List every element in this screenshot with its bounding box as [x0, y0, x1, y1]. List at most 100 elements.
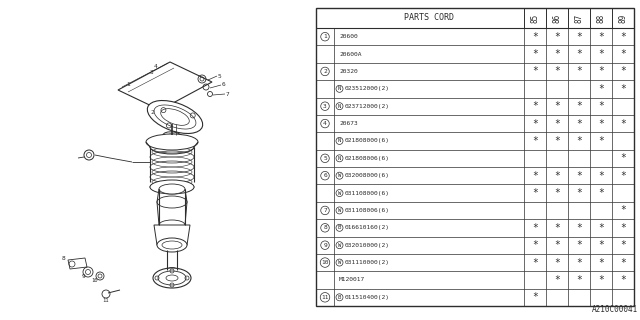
Ellipse shape — [158, 271, 186, 285]
Text: 9: 9 — [323, 243, 327, 248]
Text: B: B — [338, 225, 341, 230]
Text: B: B — [338, 295, 341, 300]
Ellipse shape — [157, 238, 187, 252]
Text: *: * — [532, 188, 538, 198]
Text: W: W — [338, 243, 341, 248]
Text: *: * — [554, 101, 560, 111]
Text: *: * — [598, 240, 604, 250]
Polygon shape — [154, 225, 190, 245]
Text: 4: 4 — [323, 121, 327, 126]
Text: 021808006(6): 021808006(6) — [345, 156, 390, 161]
Text: 7: 7 — [226, 92, 230, 97]
Text: *: * — [532, 119, 538, 129]
Text: N: N — [338, 156, 341, 161]
Text: *: * — [532, 171, 538, 181]
Text: 1: 1 — [323, 34, 327, 39]
Text: *: * — [576, 240, 582, 250]
Text: 6: 6 — [323, 173, 327, 178]
Text: 11: 11 — [103, 299, 109, 303]
Text: *: * — [620, 67, 626, 76]
Text: 8: 8 — [323, 225, 327, 230]
Bar — [316, 8, 634, 306]
Text: 20320: 20320 — [339, 69, 358, 74]
Text: *: * — [554, 119, 560, 129]
Text: *: * — [598, 84, 604, 94]
Ellipse shape — [157, 196, 187, 208]
Text: *: * — [598, 223, 604, 233]
Text: *: * — [598, 188, 604, 198]
Text: *: * — [598, 49, 604, 59]
Text: 4: 4 — [154, 63, 158, 68]
Text: *: * — [554, 240, 560, 250]
Text: *: * — [554, 136, 560, 146]
Text: 10: 10 — [92, 278, 99, 284]
Text: 011510400(2): 011510400(2) — [345, 295, 390, 300]
Text: *: * — [532, 223, 538, 233]
Text: *: * — [620, 32, 626, 42]
Text: 023712000(2): 023712000(2) — [345, 104, 390, 109]
Text: *: * — [620, 171, 626, 181]
Text: *: * — [532, 67, 538, 76]
Polygon shape — [68, 258, 87, 269]
Text: *: * — [620, 49, 626, 59]
Text: *: * — [576, 223, 582, 233]
Text: *: * — [598, 32, 604, 42]
Text: *: * — [576, 171, 582, 181]
Text: 021808000(6): 021808000(6) — [345, 139, 390, 143]
Text: *: * — [576, 32, 582, 42]
Ellipse shape — [159, 184, 185, 194]
Text: *: * — [554, 275, 560, 285]
Text: 5: 5 — [323, 156, 327, 161]
Text: 3: 3 — [150, 69, 154, 75]
Text: *: * — [532, 136, 538, 146]
Text: *: * — [598, 67, 604, 76]
Text: *: * — [576, 49, 582, 59]
Text: 20673: 20673 — [339, 121, 358, 126]
Text: 10: 10 — [321, 260, 329, 265]
Text: *: * — [554, 223, 560, 233]
Text: 87: 87 — [575, 13, 584, 23]
Text: *: * — [620, 205, 626, 215]
Text: *: * — [554, 49, 560, 59]
Text: 20600: 20600 — [339, 34, 358, 39]
Ellipse shape — [146, 134, 198, 150]
Text: *: * — [554, 171, 560, 181]
Text: *: * — [598, 136, 604, 146]
Text: *: * — [598, 119, 604, 129]
Text: 85: 85 — [531, 13, 540, 23]
Text: 89: 89 — [618, 13, 627, 23]
Text: 1: 1 — [126, 82, 130, 86]
Text: *: * — [532, 240, 538, 250]
Text: 20600A: 20600A — [339, 52, 362, 57]
Text: W: W — [338, 173, 341, 178]
Text: *: * — [620, 153, 626, 163]
Text: 88: 88 — [596, 13, 605, 23]
Text: 11: 11 — [321, 295, 329, 300]
Text: 031108006(6): 031108006(6) — [345, 208, 390, 213]
Ellipse shape — [150, 180, 194, 194]
Text: *: * — [576, 258, 582, 268]
Ellipse shape — [153, 268, 191, 288]
Text: *: * — [620, 258, 626, 268]
Text: *: * — [532, 258, 538, 268]
Text: *: * — [576, 119, 582, 129]
Ellipse shape — [150, 140, 194, 154]
Text: *: * — [576, 275, 582, 285]
Text: *: * — [620, 84, 626, 94]
Text: 6: 6 — [222, 83, 226, 87]
Text: 2: 2 — [323, 69, 327, 74]
Text: *: * — [576, 67, 582, 76]
Text: *: * — [532, 101, 538, 111]
Text: *: * — [576, 101, 582, 111]
Text: N: N — [338, 104, 341, 109]
Text: *: * — [620, 223, 626, 233]
Text: *: * — [532, 49, 538, 59]
Text: *: * — [554, 67, 560, 76]
Text: 9: 9 — [81, 275, 85, 279]
Text: *: * — [620, 119, 626, 129]
Text: 016610160(2): 016610160(2) — [345, 225, 390, 230]
Ellipse shape — [159, 220, 185, 230]
Text: *: * — [554, 258, 560, 268]
Text: N: N — [338, 86, 341, 91]
Ellipse shape — [147, 100, 203, 133]
